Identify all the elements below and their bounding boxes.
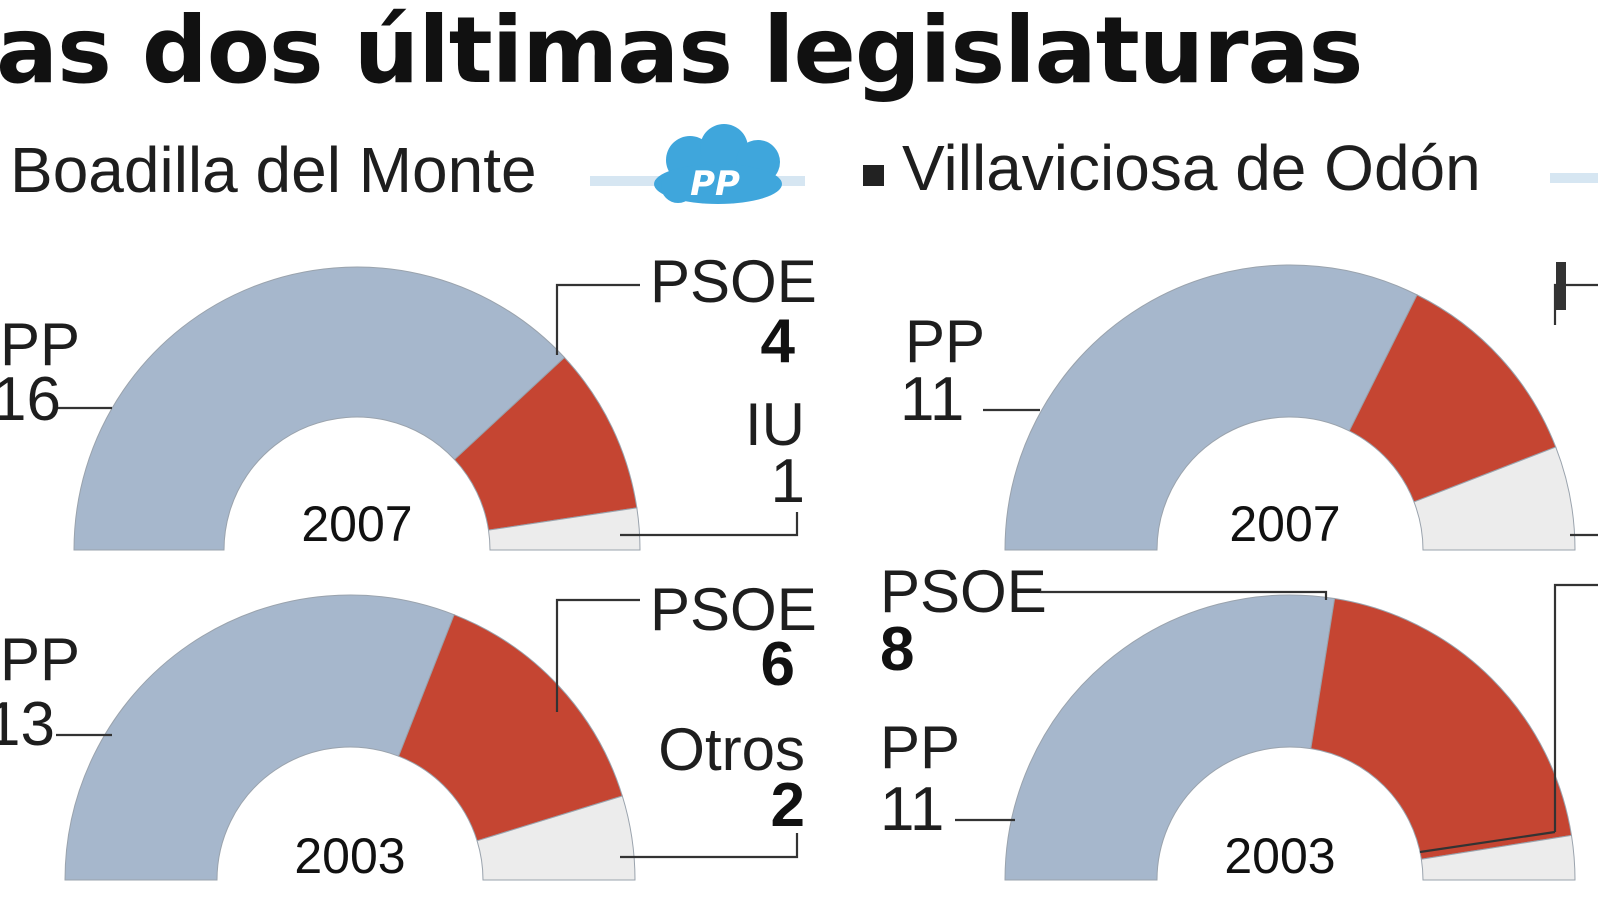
segment-psoe	[397, 614, 623, 842]
segment-pp	[1004, 264, 1418, 551]
value-label-pp: 11	[880, 775, 944, 844]
segment-iu	[487, 507, 641, 551]
value-label-psoe: 4	[761, 307, 796, 376]
segment-otros	[476, 795, 636, 881]
value-label-psoe: 6	[761, 630, 795, 699]
pp-logo-text: PP	[690, 164, 740, 204]
segment-psoe	[1310, 597, 1573, 860]
chart-villaviciosa-2007: 2007 PP 11	[900, 262, 1598, 552]
year-label: 2003	[1224, 828, 1335, 884]
leader-line-psoe	[555, 598, 640, 712]
leader-line-psoe	[555, 283, 640, 355]
legend-label-otros: Otros	[658, 716, 805, 783]
legend-label-pp: PP	[0, 626, 80, 693]
chart-villaviciosa-2003: 2003 PSOE 8 PP 11	[880, 558, 1598, 884]
legend-label-iu: IU	[745, 391, 805, 458]
value-label-otros: 2	[771, 771, 805, 840]
year-label: 2007	[301, 496, 412, 552]
leader-line-otros	[620, 833, 799, 859]
segment-pp	[64, 594, 455, 881]
leader-line-psoe	[1040, 590, 1328, 600]
chart-boadilla-2003: 2003 PP 13 PSOE 6 Otros 2	[0, 576, 817, 884]
segment-otros	[1413, 446, 1576, 551]
leader-line-psoe	[1553, 283, 1598, 325]
legend-label-psoe: PSOE	[650, 576, 817, 643]
value-label-pp: 13	[0, 690, 55, 759]
legend-label-psoe: PSOE	[880, 558, 1047, 625]
value-label-pp: 16	[0, 365, 61, 434]
legend-label-psoe: PSOE	[650, 248, 817, 315]
pp-logo-icon: PP	[654, 124, 782, 204]
clipped-label-fragment	[1556, 262, 1566, 310]
leader-line-right	[1553, 583, 1598, 832]
year-label: 2003	[294, 828, 405, 884]
chart-title: as dos últimas legislaturas	[0, 0, 1362, 104]
segment-pp	[73, 266, 566, 551]
legend-label-pp: PP	[0, 311, 80, 378]
segment-otros	[1420, 834, 1576, 881]
value-label-psoe: 8	[880, 615, 914, 684]
legend-label-pp: PP	[880, 714, 960, 781]
leader-line-iu	[620, 512, 799, 537]
segment-pp	[1004, 594, 1336, 881]
municipality-label-villaviciosa: Villaviciosa de Odón	[902, 132, 1481, 204]
leader-line-otros	[1419, 830, 1556, 854]
bullet-square-icon	[863, 165, 884, 186]
value-label-iu: 1	[771, 447, 805, 516]
legend-label-pp: PP	[905, 308, 985, 375]
value-label-pp: 11	[900, 365, 964, 434]
chart-boadilla-2007: 2007 PP 16 PSOE 4 IU 1	[0, 248, 817, 552]
year-label: 2007	[1229, 496, 1340, 552]
municipality-label-boadilla: Boadilla del Monte	[10, 134, 537, 206]
